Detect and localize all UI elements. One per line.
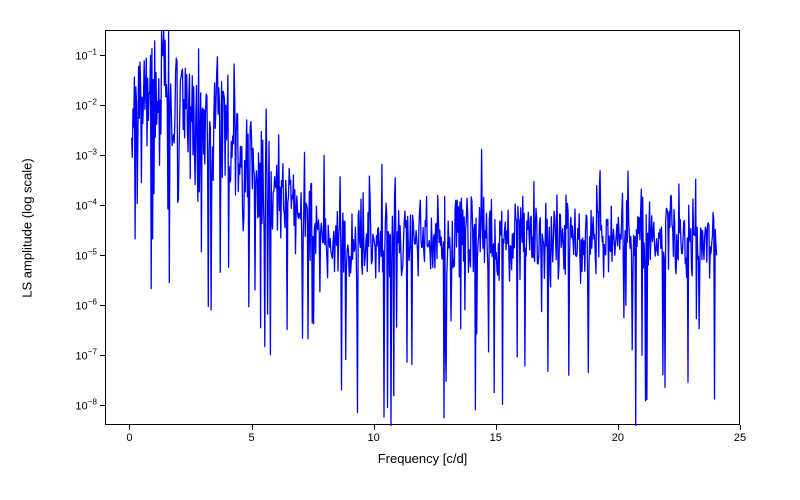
x-tick-label: 20 (612, 432, 624, 444)
y-tick-mark (100, 355, 105, 356)
y-tick-mark (100, 105, 105, 106)
x-tick-label: 0 (126, 432, 132, 444)
x-tick-mark (618, 425, 619, 430)
x-tick-mark (496, 425, 497, 430)
y-tick-label: 10−6 (75, 298, 97, 313)
x-tick-mark (129, 425, 130, 430)
y-tick-mark (100, 405, 105, 406)
y-tick-mark (100, 155, 105, 156)
y-tick-mark (100, 55, 105, 56)
periodogram-chart: Frequency [c/d] LS amplitude (log scale)… (0, 0, 800, 500)
y-tick-label: 10−4 (75, 198, 97, 213)
y-tick-label: 10−8 (75, 398, 97, 413)
x-axis-label: Frequency [c/d] (378, 451, 468, 466)
x-tick-mark (740, 425, 741, 430)
y-tick-mark (100, 305, 105, 306)
plot-area (105, 30, 740, 425)
x-tick-label: 25 (734, 432, 746, 444)
y-tick-label: 10−5 (75, 248, 97, 263)
x-tick-mark (374, 425, 375, 430)
y-tick-mark (100, 255, 105, 256)
y-tick-label: 10−1 (75, 48, 97, 63)
y-tick-label: 10−2 (75, 98, 97, 113)
spectrum-line (106, 31, 741, 426)
y-tick-mark (100, 205, 105, 206)
x-tick-label: 10 (368, 432, 380, 444)
x-tick-label: 5 (248, 432, 254, 444)
y-axis-label: LS amplitude (log scale) (20, 158, 35, 297)
x-tick-label: 15 (490, 432, 502, 444)
x-tick-mark (252, 425, 253, 430)
y-tick-label: 10−3 (75, 148, 97, 163)
y-tick-label: 10−7 (75, 348, 97, 363)
